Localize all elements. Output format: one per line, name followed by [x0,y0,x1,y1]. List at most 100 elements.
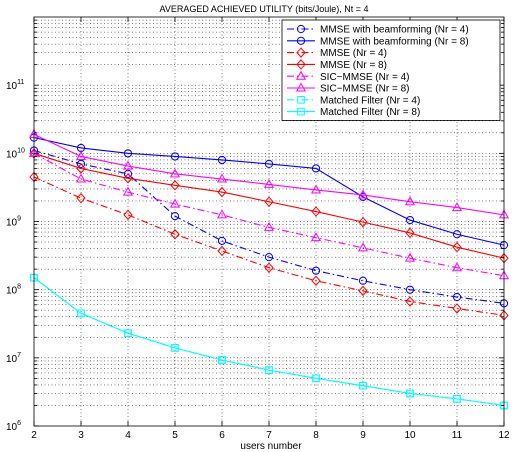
x-tick-labels: 2 3 4 5 6 7 8 9 10 11 12 [31,430,510,441]
data-point [263,221,275,231]
series-line [33,149,505,304]
data-point [311,164,321,173]
x-tick-label: 11 [452,430,463,441]
legend-marker [296,47,306,58]
data-point [170,180,180,191]
data-point [122,186,134,196]
legend-marker [295,82,307,92]
legend-marker [297,107,305,116]
data-point [406,389,414,398]
data-point [123,209,133,221]
data-point [170,152,180,161]
x-tick-label: 10 [404,430,416,441]
data-point [265,366,273,374]
x-tick-label: 6 [219,430,225,441]
data-point [357,189,369,199]
series-line [33,152,505,277]
data-point [405,215,415,225]
y-tick-label: 106 [6,420,21,433]
x-tick-label: 8 [313,430,319,441]
series-line [33,152,505,259]
data-point [263,178,275,188]
data-point [405,227,415,239]
series-layer [28,128,510,410]
data-point [310,232,322,242]
legend-entry: Matched Filter (Nr = 4) [287,95,420,106]
data-point [404,196,416,206]
legend-label: MMSE with beamforming (Nr = 8) [320,36,469,47]
data-point [311,275,321,287]
chart-title: AVERAGED ACHIEVED UTILITY (bits/Joule), … [160,4,369,14]
legend-label: Matched Filter (Nr = 4) [320,95,420,106]
data-point [171,344,179,352]
data-point [169,198,181,208]
legend-entry: Matched Filter (Nr = 8) [287,107,420,118]
series-line [33,133,505,216]
data-point [311,206,321,217]
x-tick-label: 12 [498,430,510,441]
data-point [453,395,461,403]
data-point [451,262,463,272]
data-point [452,230,462,239]
x-tick-label: 3 [78,430,84,441]
legend-label: SIC−MMSE (Nr = 4) [320,72,409,83]
data-point [359,381,367,390]
legend-label: MMSE (Nr = 8) [320,60,387,71]
series-3 [29,171,509,321]
legend-marker [295,70,307,80]
legend-label: MMSE (Nr = 4) [320,48,387,59]
y-tick-label: 1010 [6,147,25,160]
data-point [217,186,227,198]
legend-marker [296,24,306,34]
data-point [264,262,274,273]
data-point [170,229,180,240]
y-tick-label: 108 [6,284,21,297]
series-line [33,277,505,407]
y-tick-labels: 106 107 108 109 1010 1011 [6,79,25,433]
legend-box [281,19,501,121]
data-point [123,169,133,178]
data-point [169,168,181,178]
axis-ticks [33,17,505,427]
data-point [123,149,133,158]
data-point [264,253,274,262]
legend-label: Matched Filter (Nr = 8) [320,107,420,118]
data-point [264,196,274,207]
legend-label: MMSE with beamforming (Nr = 4) [320,25,469,36]
data-point [312,374,320,383]
data-point [358,285,368,297]
data-point [217,236,227,245]
legend-marker [297,96,305,104]
y-tick-label: 1011 [6,79,24,92]
data-point [358,216,368,228]
data-point [405,285,415,294]
data-point [310,184,322,194]
data-point [216,173,228,183]
data-point [452,241,462,253]
series-line [33,137,505,246]
legend-entry: MMSE with beamforming (Nr = 8) [287,36,469,47]
series-5 [28,147,510,280]
legend-entry: MMSE with beamforming (Nr = 4) [287,25,469,36]
data-point [405,296,415,307]
data-point [311,266,321,275]
legend-entry: MMSE (Nr = 8) [287,59,387,71]
series-6 [28,128,510,219]
data-point [76,159,86,168]
x-tick-label: 2 [31,430,37,441]
legend-label: SIC−MMSE (Nr = 8) [320,84,409,95]
x-axis-label: users number [240,441,302,452]
data-point [216,209,228,219]
data-point [170,212,180,221]
data-point [76,163,86,174]
legend-marker [296,36,306,45]
data-point [77,309,85,318]
data-point [452,303,462,314]
series-line [33,176,505,316]
data-point [452,292,462,302]
data-point [357,242,369,252]
legend-marker [296,59,306,70]
x-tick-label: 9 [360,430,366,441]
data-point [123,173,133,184]
